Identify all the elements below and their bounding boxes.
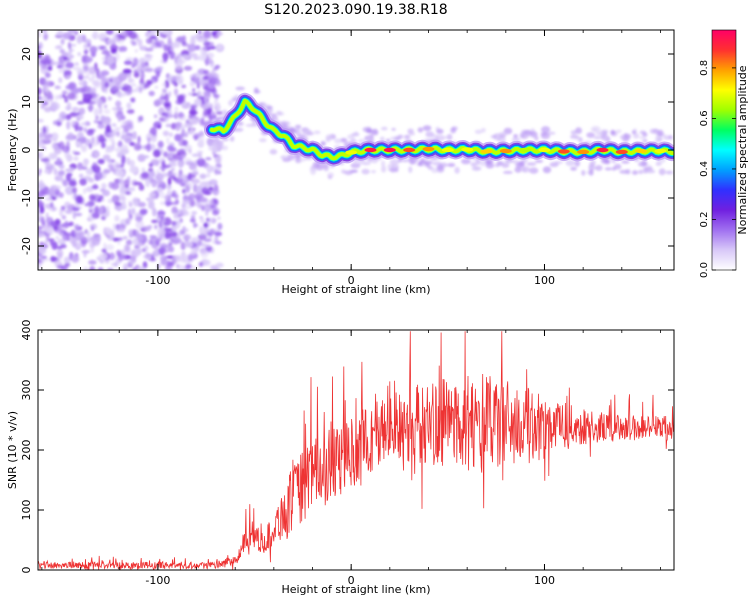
- ridge-peak: [654, 148, 667, 154]
- colorbar-tick-label: 0.2: [699, 212, 710, 228]
- spectral-ridge: [204, 92, 674, 167]
- spectrogram-ylabel: Frequency (Hz): [6, 109, 19, 192]
- x-tick-label: 100: [534, 574, 555, 587]
- figure-title: S120.2023.090.19.38.R18: [264, 2, 447, 18]
- ridge-peak: [596, 147, 609, 153]
- ridge-peak: [557, 149, 570, 154]
- snr-series-line: [38, 331, 674, 570]
- spectrogram-plot-area: [38, 30, 674, 270]
- ridge-peak: [538, 147, 551, 153]
- y-tick-label: -10: [20, 189, 33, 207]
- colorbar-tick-label: 0.8: [699, 60, 710, 76]
- y-tick-label: -20: [20, 237, 33, 255]
- x-tick-label: -100: [145, 574, 170, 587]
- x-tick-label: -100: [145, 274, 170, 287]
- ridge-peak: [403, 147, 416, 153]
- ridge-peak: [461, 147, 474, 152]
- y-tick-label: 0: [20, 567, 33, 574]
- x-tick-label: 0: [348, 274, 355, 287]
- y-tick-label: 100: [20, 500, 33, 521]
- y-tick-label: 400: [20, 320, 33, 341]
- ridge-peak: [345, 150, 358, 155]
- ridge-peak: [364, 147, 377, 153]
- snr-panel: -100 0 100 0 100 200 300 400 Height of straight…: [6, 320, 675, 596]
- snr-ylabel: SNR (10 * v/v): [6, 411, 19, 489]
- ridge-peak: [577, 149, 590, 155]
- ridge-peak: [441, 147, 454, 153]
- ridge-peak: [635, 148, 648, 154]
- ridge-peak: [499, 148, 512, 154]
- y-tick-label: 20: [20, 47, 33, 61]
- ridge-peak: [480, 149, 493, 154]
- colorbar: 0.0 0.2 0.4 0.6 0.8 Normalized spectral ampl…: [699, 29, 749, 278]
- noise-speckle: [38, 30, 225, 270]
- colorbar-strip: [712, 30, 736, 270]
- snr-xlabel: Height of straight line (km): [281, 583, 430, 596]
- ridge-peak: [383, 147, 396, 153]
- snr-axes: -100 0 100 0 100 200 300 400: [20, 320, 674, 587]
- colorbar-label: Normalized spectral amplitude: [736, 65, 749, 234]
- ridge-peak: [615, 149, 628, 155]
- colorbar-frame: [711, 29, 737, 271]
- colorbar-tick-label: 0.6: [699, 110, 710, 126]
- x-tick-label: 0: [348, 574, 355, 587]
- spectrogram-xlabel: Height of straight line (km): [281, 283, 430, 296]
- y-tick-label: 200: [20, 440, 33, 461]
- colorbar-tick-label: 0.0: [699, 262, 710, 278]
- colorbar-tick-label: 0.4: [699, 161, 710, 177]
- y-tick-label: 0: [20, 147, 33, 154]
- ridge-peak: [519, 147, 532, 153]
- snr-plot-area: [38, 331, 674, 570]
- y-tick-label: 300: [20, 380, 33, 401]
- ridge-peak: [422, 146, 435, 152]
- y-tick-label: 10: [20, 95, 33, 109]
- colorbar-ticks: 0.0 0.2 0.4 0.6 0.8: [699, 60, 736, 278]
- x-tick-label: 100: [534, 274, 555, 287]
